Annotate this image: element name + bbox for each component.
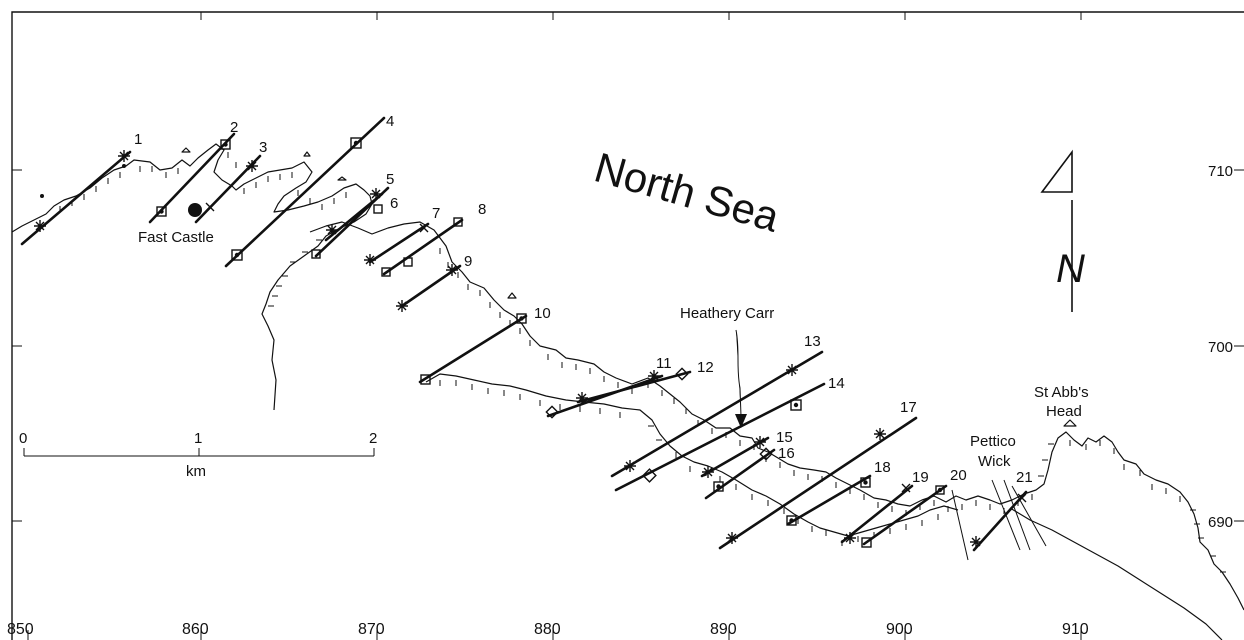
fault-label-13: 13 xyxy=(804,333,821,350)
north-arrow-icon xyxy=(1040,149,1073,312)
fault-label-8: 8 xyxy=(478,201,486,218)
fault-label-4: 4 xyxy=(386,113,394,130)
fault-number-labels: 1 2 3 4 5 6 7 8 9 10 11 12 13 14 15 16 1… xyxy=(134,113,1033,486)
heathery-carr-arrow xyxy=(735,329,747,428)
map-frame xyxy=(11,11,1244,640)
fault-label-16: 16 xyxy=(778,445,795,462)
easting-900: 900 xyxy=(886,621,913,638)
fault-label-5: 5 xyxy=(386,171,394,188)
fault-label-18: 18 xyxy=(874,459,891,476)
north-arrow-label: N xyxy=(1056,247,1085,291)
northing-710: 710 xyxy=(1208,163,1233,180)
pettico-wick-label-line2: Wick xyxy=(978,453,1011,470)
easting-850: 850 xyxy=(7,621,34,638)
scale-unit: km xyxy=(186,463,206,480)
fault-markers xyxy=(34,137,1027,548)
scale-bar xyxy=(23,448,375,457)
fault-label-12: 12 xyxy=(697,359,714,376)
scale-tick-2: 2 xyxy=(369,430,377,447)
fault-label-11: 11 xyxy=(656,355,672,372)
fault-label-10: 10 xyxy=(534,305,551,322)
easting-870: 870 xyxy=(358,621,385,638)
fault-label-7: 7 xyxy=(432,205,440,222)
northing-700: 700 xyxy=(1208,339,1233,356)
fast-castle-marker xyxy=(188,203,202,217)
fault-label-9: 9 xyxy=(464,253,472,270)
cliff-hachures xyxy=(59,152,1226,573)
st-abbs-head-label-line2: Head xyxy=(1046,403,1082,420)
pettico-wick-label-line1: Pettico xyxy=(970,433,1016,450)
heathery-carr-label: Heathery Carr xyxy=(680,305,774,322)
fault-label-21: 21 xyxy=(1016,469,1033,486)
fault-label-15: 15 xyxy=(776,429,793,446)
easting-890: 890 xyxy=(710,621,737,638)
fault-label-2: 2 xyxy=(230,119,238,136)
fault-label-17: 17 xyxy=(900,399,917,416)
fast-castle-label: Fast Castle xyxy=(138,229,214,246)
st-abbs-head-label-line1: St Abb's xyxy=(1034,384,1089,401)
fault-label-14: 14 xyxy=(828,375,845,392)
fault-label-3: 3 xyxy=(259,139,267,156)
easting-860: 860 xyxy=(182,621,209,638)
fault-label-19: 19 xyxy=(912,469,929,486)
fault-label-1: 1 xyxy=(134,131,142,148)
sea-label: North Sea xyxy=(590,143,785,240)
scale-tick-0: 0 xyxy=(19,430,27,447)
fault-lines xyxy=(20,116,1047,561)
easting-880: 880 xyxy=(534,621,561,638)
fault-label-20: 20 xyxy=(950,467,967,484)
scale-tick-1: 1 xyxy=(194,430,202,447)
fault-label-6: 6 xyxy=(390,195,398,212)
easting-910: 910 xyxy=(1062,621,1089,638)
northing-690: 690 xyxy=(1208,514,1233,531)
